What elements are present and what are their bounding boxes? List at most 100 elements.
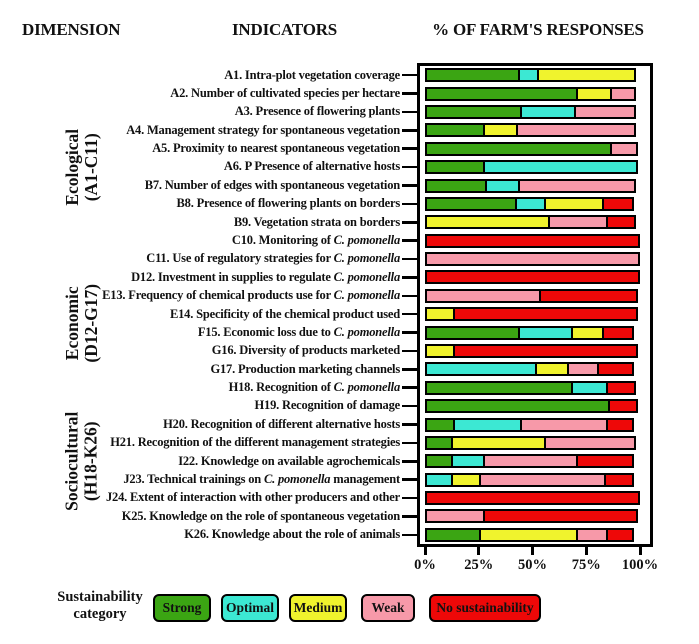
segment-optimal	[450, 454, 486, 469]
x-axis-label-75: 75%	[571, 557, 601, 573]
segment-no_sustainability	[483, 509, 638, 524]
indicator-label-b7: B7. Number of edges with spontaneous veg…	[144, 177, 401, 192]
indicator-label-g17: G17. Production marketing channels	[210, 361, 400, 376]
stacked-bar-g16	[425, 343, 640, 358]
segment-weak	[425, 288, 542, 303]
segment-optimal	[519, 104, 576, 119]
segment-medium	[425, 343, 456, 358]
indicator-label-a5: A5. Proximity to nearest spontaneous veg…	[152, 141, 400, 156]
segment-optimal	[515, 196, 546, 211]
segment-optimal	[425, 472, 453, 487]
x-axis-tick	[477, 547, 481, 555]
x-axis-label-0: 0%	[414, 557, 436, 573]
stacked-bar-b8	[425, 196, 640, 211]
segment-strong	[425, 123, 486, 138]
segment-weak	[610, 141, 638, 156]
indicator-label-d12: D12. Investment in supplies to regulate …	[131, 269, 401, 284]
segment-weak	[425, 509, 486, 524]
species-name: C. pomonella	[263, 471, 331, 486]
row-tick-c11	[402, 257, 418, 261]
indicator-label-f15: F15. Economic loss due to C. pomonella	[197, 324, 400, 339]
indicator-label-a4: A4. Management strategy for spontaneous …	[126, 122, 400, 137]
row-tick-a5	[402, 147, 418, 150]
row-tick-g17	[402, 368, 418, 371]
segment-no_sustainability	[601, 196, 634, 211]
segment-no_sustainability	[605, 380, 636, 395]
segment-medium	[450, 472, 482, 487]
indicator-label-h18: H18. Recognition of C. pomonella	[228, 380, 401, 395]
segment-medium	[575, 86, 613, 101]
segment-no_sustainability	[607, 399, 638, 414]
stacked-bar-a6	[425, 160, 640, 175]
segment-medium	[483, 123, 518, 138]
x-axis-label-50: 50%	[518, 557, 547, 573]
indicator-label-h20: H20. Recognition of different alternativ…	[163, 416, 400, 431]
row-tick-a4	[402, 129, 418, 132]
indicator-label-k25: K25. Knowledge on the role of spontaneou…	[121, 508, 400, 523]
stacked-bar-k26	[425, 527, 640, 542]
segment-no_sustainability	[603, 472, 634, 487]
segment-medium	[478, 527, 578, 542]
stacked-bar-j24	[425, 491, 640, 506]
row-tick-j24	[402, 496, 418, 500]
species-name: C. pomonella	[333, 232, 401, 247]
segment-optimal	[571, 380, 608, 395]
segment-no_sustainability	[605, 215, 636, 230]
segment-strong	[425, 160, 486, 175]
indicator-label-a3: A3. Presence of flowering plants	[234, 104, 400, 119]
indicator-label-j24: J24. Extent of interaction with other pr…	[105, 490, 400, 505]
stacked-bar-a2	[425, 86, 640, 101]
stacked-bar-e13	[425, 288, 640, 303]
x-axis-label-25: 25%	[464, 557, 494, 573]
segment-medium	[534, 362, 570, 377]
stacked-bar-f15	[425, 325, 640, 340]
segment-weak	[573, 104, 636, 119]
stacked-bar-h20	[425, 417, 640, 432]
indicator-label-a2: A2. Number of cultivated species per hec…	[170, 85, 400, 100]
segment-strong	[425, 86, 578, 101]
segment-weak	[543, 435, 636, 450]
species-name: C. pomonella	[333, 269, 401, 284]
stacked-bar-g17	[425, 362, 640, 377]
segment-weak	[479, 472, 606, 487]
segment-optimal	[517, 68, 540, 83]
segment-weak	[575, 527, 609, 542]
segment-strong	[425, 454, 453, 469]
segment-weak	[515, 123, 636, 138]
segment-medium	[571, 325, 604, 340]
segment-no_sustainability	[425, 233, 640, 248]
stacked-bar-e14	[425, 307, 640, 322]
segment-weak	[610, 86, 636, 101]
segment-no_sustainability	[453, 307, 638, 322]
row-tick-b9	[402, 221, 418, 224]
x-axis-label-100: 100%	[621, 557, 659, 573]
species-name: C. pomonella	[333, 251, 401, 266]
species-name: C. pomonella	[333, 288, 401, 303]
indicator-label-g16: G16. Diversity of products marketed	[211, 343, 400, 358]
row-tick-k26	[402, 533, 418, 537]
segment-strong	[425, 380, 574, 395]
indicator-label-a1: A1. Intra-plot vegetation coverage	[224, 67, 400, 82]
stacked-bar-j23	[425, 472, 640, 487]
segment-strong	[425, 435, 453, 450]
indicator-label-c11: C11. Use of regulatory strategies for C.…	[146, 251, 401, 266]
indicator-label-k26: K26. Knowledge about the role of animals	[184, 527, 400, 542]
indicator-label-a6: A6. P Presence of alternative hosts	[223, 159, 400, 174]
row-tick-k25	[402, 515, 418, 518]
row-tick-e14	[402, 312, 418, 316]
segment-medium	[425, 307, 456, 322]
row-tick-g16	[402, 349, 418, 353]
column-header-indicators: INDICATORS	[232, 20, 338, 39]
indicator-label-j23: J23. Technical trainings on C. pomonella…	[123, 471, 400, 486]
stacked-bar-c10	[425, 233, 640, 248]
legend-item-weak: Weak	[361, 594, 415, 622]
segment-strong	[425, 68, 520, 83]
indicator-label-b9: B9. Vegetation strata on borders	[233, 214, 400, 229]
segment-strong	[425, 178, 488, 193]
stacked-bar-h19	[425, 399, 640, 414]
row-tick-h18	[402, 386, 418, 389]
row-tick-f15	[402, 331, 418, 334]
row-tick-b7	[402, 184, 418, 187]
row-tick-a3	[402, 110, 418, 114]
segment-medium	[425, 215, 550, 230]
